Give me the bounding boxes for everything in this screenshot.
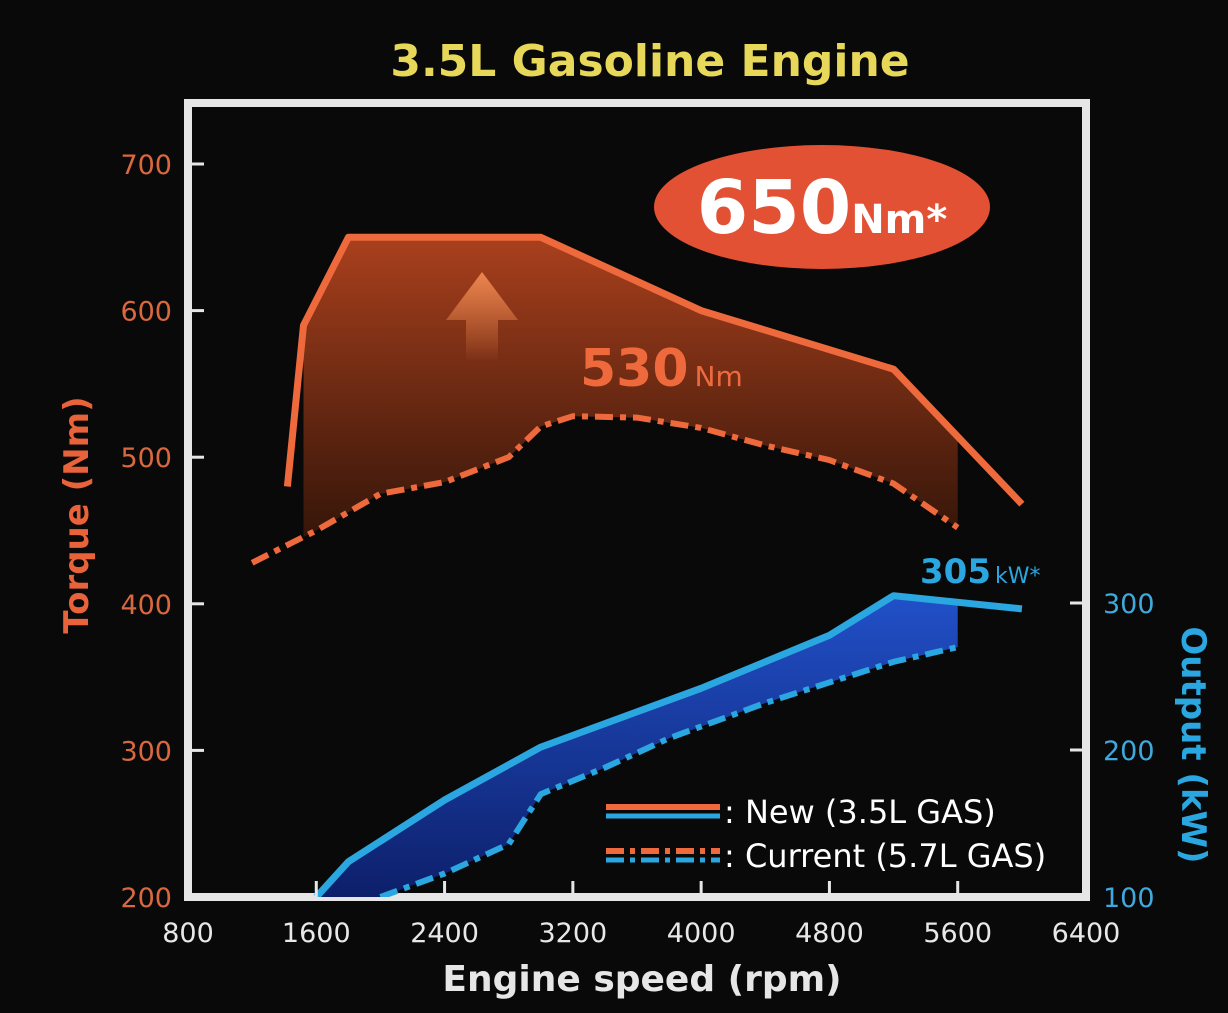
torque-new-line	[283, 233, 1025, 507]
y-left-tick-label: 300	[120, 736, 172, 767]
axis-ticks: 200 300 400 500 600 700 100 200 300 800 1600 2400 32…	[120, 150, 1154, 949]
x-tick-label: 4800	[795, 918, 864, 949]
x-tick-label: 3200	[538, 918, 607, 949]
peak-torque-label: 650Nm*	[697, 165, 948, 251]
y-left-tick-label: 200	[120, 883, 172, 914]
legend: : New (3.5L GAS) : Current (5.7L GAS)	[606, 793, 1046, 875]
y-left-tick-label: 400	[120, 590, 172, 621]
x-tick-label: 1600	[282, 918, 351, 949]
output-current-line	[379, 644, 959, 897]
y-left-tick-label: 500	[120, 443, 172, 474]
x-tick-label: 800	[162, 918, 214, 949]
x-tick-label: 5600	[923, 918, 992, 949]
x-axis-label: Engine speed (rpm)	[442, 959, 841, 1000]
x-tick-label: 6400	[1052, 918, 1121, 949]
plot-frame	[184, 99, 1090, 901]
y-left-tick-label: 700	[120, 150, 172, 181]
peak-output-value: 305	[920, 552, 991, 592]
peak-torque-value: 650	[697, 165, 851, 251]
y-right-tick-label: 300	[1103, 589, 1155, 620]
current-torque-value: 530	[580, 339, 689, 399]
increase-arrow	[446, 272, 518, 362]
series-lines	[250, 233, 1025, 897]
y-axis-left-label: Torque (Nm)	[57, 396, 97, 633]
torque-current-line	[250, 413, 960, 566]
y-axis-right-label: Output (kW)	[1173, 626, 1213, 863]
peak-output-label: 305 kW*	[920, 552, 1040, 592]
legend-new-label: : New (3.5L GAS)	[724, 793, 996, 831]
x-tick-label: 2400	[410, 918, 479, 949]
peak-torque-unit: Nm*	[851, 197, 947, 243]
chart-title: 3.5L Gasoline Engine	[390, 36, 909, 87]
peak-torque-badge	[654, 145, 990, 269]
current-torque-unit: Nm	[695, 360, 743, 393]
output-gain-area	[316, 595, 958, 897]
x-tick-label: 4000	[667, 918, 736, 949]
peak-output-unit: kW*	[995, 564, 1041, 589]
y-right-tick-label: 100	[1103, 883, 1155, 914]
current-torque-label: 530 Nm	[580, 339, 743, 399]
y-right-tick-label: 200	[1103, 736, 1155, 767]
y-left-tick-label: 600	[120, 297, 172, 328]
legend-current-label: : Current (5.7L GAS)	[724, 837, 1046, 875]
output-new-line	[313, 592, 1023, 897]
